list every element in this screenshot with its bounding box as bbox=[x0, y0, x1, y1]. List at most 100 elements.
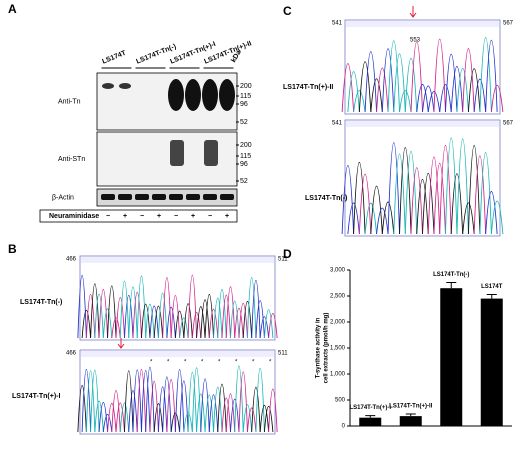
peak bbox=[456, 138, 469, 235]
peak bbox=[102, 308, 113, 339]
category-label: LS174T-Tn(-) bbox=[433, 272, 469, 278]
peak bbox=[183, 303, 193, 339]
peak bbox=[255, 367, 265, 433]
marker-label: 200 bbox=[240, 83, 252, 90]
peak bbox=[107, 403, 117, 433]
peak bbox=[111, 390, 121, 433]
peak bbox=[196, 306, 206, 339]
peak bbox=[221, 397, 231, 433]
sequence-strip bbox=[81, 257, 274, 263]
category-label: LS174T-Tn(+)-II bbox=[389, 404, 433, 410]
peak bbox=[153, 305, 164, 339]
peak bbox=[136, 368, 147, 433]
position-label: 541 bbox=[332, 21, 343, 27]
bar bbox=[399, 416, 422, 426]
error-bar bbox=[446, 281, 457, 289]
peak bbox=[77, 384, 87, 433]
peak bbox=[208, 394, 219, 433]
peak bbox=[179, 317, 189, 339]
peak bbox=[238, 371, 248, 433]
blot-label: β-Actin bbox=[52, 194, 74, 201]
peak bbox=[433, 162, 446, 235]
peak bbox=[427, 156, 441, 235]
peak bbox=[124, 295, 134, 339]
star: * bbox=[201, 360, 204, 366]
trace-frame bbox=[344, 19, 501, 115]
y-axis-label: cell extracts (pmol/h mg) bbox=[324, 313, 330, 384]
peak bbox=[422, 173, 435, 235]
peak bbox=[119, 280, 130, 339]
position-label: 511 bbox=[278, 257, 288, 263]
peak bbox=[404, 58, 418, 113]
position-label: 567 bbox=[503, 121, 514, 127]
star: * bbox=[167, 360, 170, 366]
position-label: 567 bbox=[503, 21, 514, 27]
position-label: 466 bbox=[66, 257, 77, 263]
sequence-strip bbox=[346, 121, 499, 127]
sign: − bbox=[106, 213, 110, 220]
peak bbox=[145, 366, 155, 433]
band bbox=[202, 79, 218, 111]
peak bbox=[445, 54, 458, 113]
peak bbox=[353, 161, 366, 235]
peak bbox=[230, 300, 240, 339]
blot-label: Anti-STn bbox=[58, 156, 85, 163]
marker-label: 200 bbox=[240, 142, 252, 149]
mutation-arrow bbox=[117, 338, 125, 349]
peak bbox=[467, 68, 481, 113]
peak bbox=[187, 372, 198, 433]
trace-frame bbox=[79, 255, 276, 341]
band bbox=[170, 140, 184, 166]
panel-label: C bbox=[283, 4, 292, 18]
trace-label: LS174T-Tn(-) bbox=[20, 299, 62, 306]
peak bbox=[196, 393, 206, 433]
mutation-arrow bbox=[409, 6, 417, 18]
peak bbox=[217, 383, 227, 433]
sign: − bbox=[174, 213, 178, 220]
peak bbox=[132, 291, 142, 339]
peak bbox=[90, 283, 100, 339]
peak bbox=[115, 297, 125, 339]
sequence-strip bbox=[346, 21, 499, 27]
peak bbox=[347, 202, 360, 235]
star: * bbox=[218, 360, 221, 366]
band bbox=[204, 140, 218, 166]
lane-label: LS174T bbox=[101, 49, 127, 65]
peak bbox=[208, 308, 219, 339]
peak bbox=[85, 294, 96, 339]
peak bbox=[238, 302, 248, 339]
blot bbox=[96, 188, 238, 207]
peak bbox=[462, 202, 475, 235]
peak bbox=[221, 295, 231, 339]
peak bbox=[387, 142, 400, 235]
y-tick-label: 500 bbox=[335, 398, 346, 404]
peak bbox=[422, 85, 435, 113]
site-label: 553 bbox=[410, 38, 421, 44]
peak bbox=[490, 200, 504, 235]
peak bbox=[416, 84, 429, 113]
peak bbox=[200, 299, 210, 339]
sign: + bbox=[191, 213, 195, 220]
peak bbox=[149, 305, 159, 339]
bar bbox=[359, 417, 382, 426]
peak bbox=[102, 413, 113, 433]
peak bbox=[246, 407, 257, 433]
peak bbox=[347, 71, 360, 113]
peak bbox=[399, 147, 412, 235]
peak bbox=[450, 173, 464, 235]
peak bbox=[170, 295, 181, 339]
peak bbox=[225, 393, 236, 433]
peak bbox=[200, 378, 210, 433]
marker-label: 115 bbox=[240, 93, 251, 100]
peak bbox=[81, 310, 92, 339]
peak bbox=[376, 207, 389, 235]
peak bbox=[136, 275, 147, 339]
peak bbox=[204, 394, 214, 433]
peak bbox=[234, 307, 244, 339]
peak bbox=[128, 286, 138, 339]
peak bbox=[98, 401, 109, 433]
peak bbox=[174, 310, 185, 339]
peak bbox=[467, 145, 481, 235]
peak bbox=[187, 274, 198, 339]
